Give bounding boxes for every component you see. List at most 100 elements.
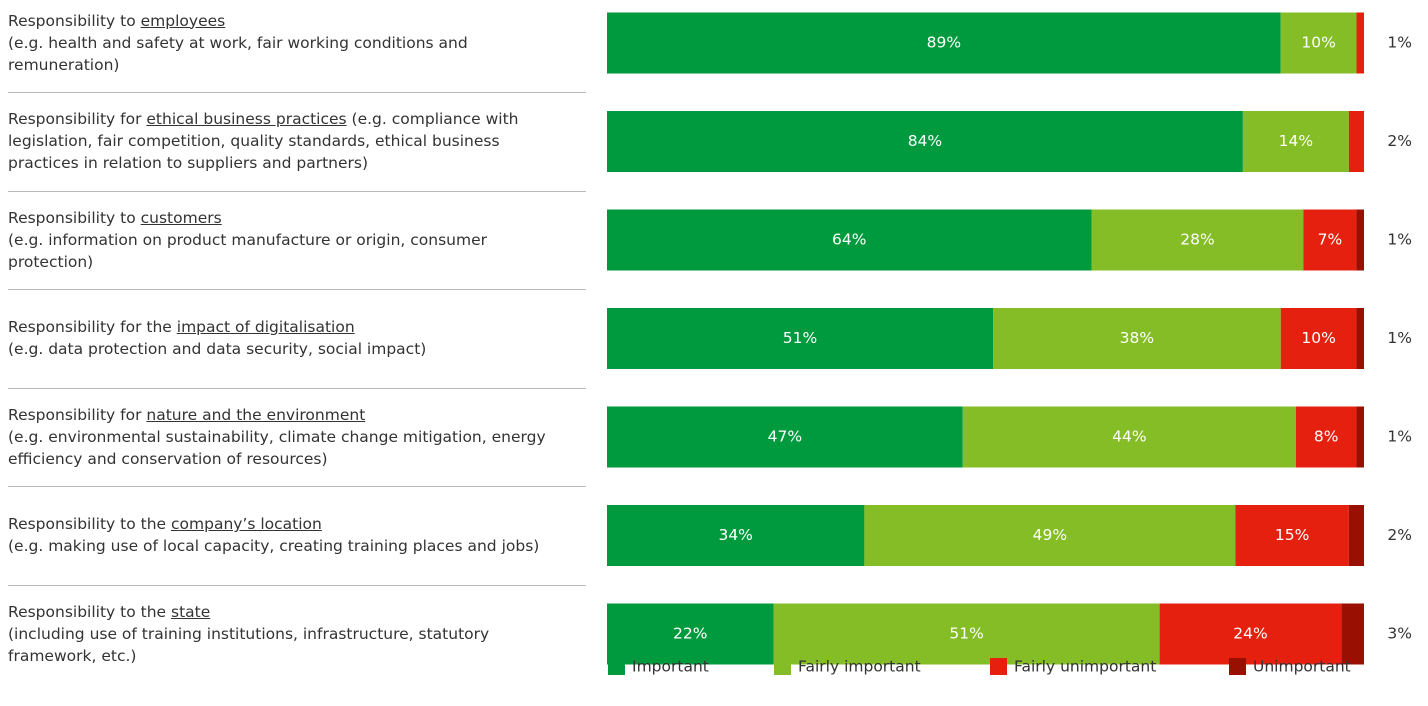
value-label: 89% (927, 34, 961, 52)
value-label: 14% (1279, 132, 1313, 150)
value-label: 10% (1301, 329, 1335, 347)
label-lead: Responsibility for the (8, 318, 177, 337)
label-topic: nature and the environment (146, 405, 366, 424)
bar-segment (607, 406, 963, 468)
label-lead: Responsibility to the (8, 515, 171, 534)
label-topic: customers (140, 208, 222, 227)
category-label: Responsibility to employees (e.g. health… (8, 0, 568, 92)
separator (8, 289, 586, 291)
value-label: 7% (1318, 231, 1343, 249)
value-label: 44% (1112, 428, 1146, 446)
legend-label: Fairly important (798, 658, 921, 676)
bar-segment (1356, 12, 1364, 74)
bar-segment (993, 308, 1281, 369)
label-lead: Responsibility to the (8, 602, 171, 621)
value-label: 49% (1033, 526, 1067, 544)
label-topic: ethical business practices (146, 110, 347, 129)
value-label: 3% (1387, 625, 1412, 643)
value-label: 8% (1314, 428, 1339, 446)
bar-segment (607, 505, 865, 566)
legend-swatch (1229, 658, 1246, 675)
value-label: 64% (832, 231, 866, 249)
label-topic: state (171, 602, 211, 621)
label-rest: (e.g. health and safety at work, fair wo… (8, 33, 468, 74)
label-topic: impact of digitalisation (176, 318, 355, 337)
value-label: 2% (1387, 132, 1412, 150)
category-label: Responsibility to customers (e.g. inform… (8, 191, 568, 289)
bar-segment (1356, 406, 1364, 468)
label-lead: Responsibility to (8, 208, 141, 227)
category-text: Responsibility to the state (including u… (8, 601, 568, 667)
bar-segment (607, 12, 1281, 74)
bar-segment (1159, 603, 1342, 665)
bar-segment (1295, 406, 1357, 468)
value-label: 10% (1301, 34, 1335, 52)
label-rest: (e.g. data protection and data security,… (8, 340, 427, 359)
category-text: Responsibility to customers (e.g. inform… (8, 207, 568, 273)
legend-label: Unimportant (1253, 658, 1351, 676)
separator (8, 486, 586, 488)
value-label: 22% (673, 625, 707, 643)
bar-segment (607, 603, 774, 665)
separator (8, 387, 586, 389)
label-lead: Responsibility for (8, 405, 147, 424)
label-lead: Responsibility to (8, 11, 141, 30)
category-label: Responsibility for ethical business prac… (8, 92, 568, 190)
label-topic: company’s location (171, 515, 322, 534)
label-topic: employees (140, 11, 226, 30)
bar-segment (1356, 209, 1364, 271)
category-label: Responsibility to the company’s location… (8, 486, 568, 584)
legend-swatch (990, 658, 1007, 675)
value-label: 51% (783, 329, 817, 347)
label-rest: (e.g. compliance with legislation, fair … (8, 110, 519, 173)
value-label: 1% (1387, 231, 1412, 249)
label-rest: (e.g. information on product manufacture… (8, 230, 487, 271)
separator (8, 584, 586, 586)
value-label: 28% (1180, 231, 1214, 249)
bar-segment (1303, 209, 1357, 271)
value-label: 1% (1387, 428, 1412, 446)
category-text: Responsibility for the impact of digital… (8, 316, 568, 360)
label-lead: Responsibility for (8, 110, 147, 129)
value-label: 51% (949, 625, 983, 643)
legend-swatch (774, 658, 791, 675)
bar-segment (864, 505, 1236, 566)
bar-segment (607, 209, 1092, 271)
bar-segment (1356, 308, 1364, 369)
separator (8, 190, 586, 192)
label-rest: (including use of training institutions,… (8, 624, 490, 665)
category-text: Responsibility for ethical business prac… (8, 108, 568, 174)
legend-swatch (608, 658, 625, 675)
category-text: Responsibility to employees (e.g. health… (8, 10, 568, 76)
value-label: 2% (1387, 526, 1412, 544)
bar-segment (607, 111, 1243, 172)
value-label: 24% (1233, 625, 1267, 643)
value-label: 38% (1120, 329, 1154, 347)
bar-segment (1235, 505, 1349, 566)
value-label: 1% (1387, 34, 1412, 52)
bar-segment (1280, 308, 1357, 369)
bar-segment (1348, 111, 1364, 172)
bar-segment (1280, 12, 1357, 74)
bar-segment (1242, 111, 1349, 172)
legend-label: Fairly unimportant (1014, 658, 1156, 676)
bar-segment (773, 603, 1160, 665)
bar-segment (607, 308, 994, 369)
bar-segment (1091, 209, 1304, 271)
category-text: Responsibility to the company’s location… (8, 513, 568, 557)
bar-segment (1341, 603, 1364, 665)
value-label: 84% (908, 132, 942, 150)
value-label: 1% (1387, 329, 1412, 347)
label-rest: (e.g. environmental sustainability, clim… (8, 427, 546, 468)
category-label: Responsibility for nature and the enviro… (8, 388, 568, 486)
legend-label: Important (632, 658, 709, 676)
value-label: 47% (768, 428, 802, 446)
label-rest: (e.g. making use of local capacity, crea… (8, 537, 540, 556)
bar-segment (1348, 505, 1364, 566)
category-text: Responsibility for nature and the enviro… (8, 404, 568, 470)
bar-segment (962, 406, 1296, 468)
separator (8, 92, 586, 94)
category-label: Responsibility for the impact of digital… (8, 289, 568, 387)
